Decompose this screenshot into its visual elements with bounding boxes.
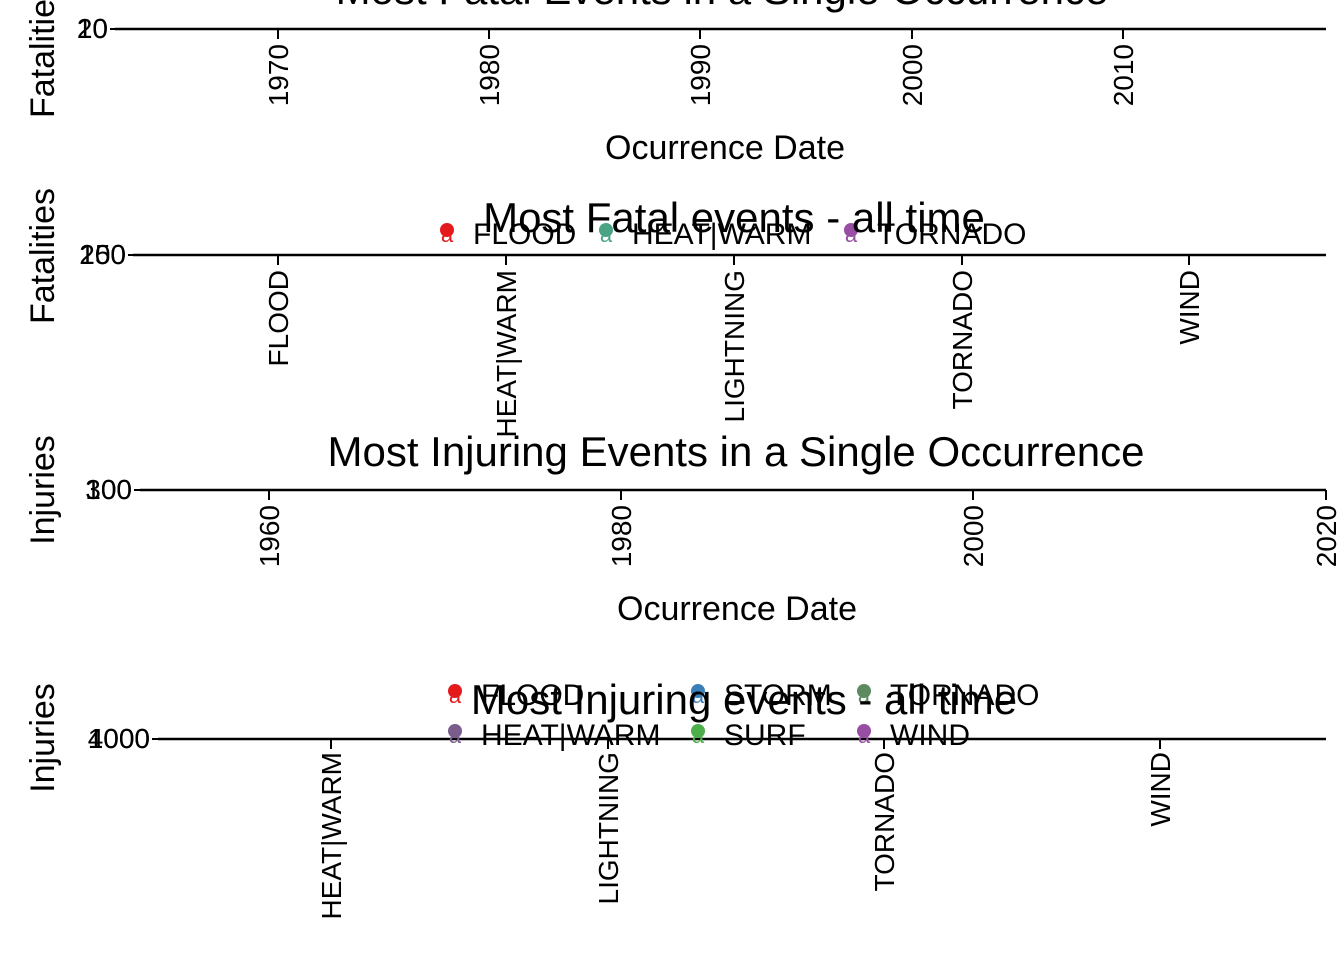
x-axis-label: Ocurrence Date — [605, 129, 845, 167]
y-tick-label: 250 — [79, 239, 126, 270]
x-tick-label: 1990 — [685, 44, 716, 106]
legend-label: STORM — [724, 679, 832, 712]
y-axis-label: Injuries — [24, 683, 62, 793]
legend-label: FLOOD — [473, 218, 576, 251]
legend-marker — [691, 724, 705, 738]
legend-key-glyph: a — [858, 683, 871, 708]
legend-marker — [844, 223, 858, 237]
legend-key-glyph: a — [858, 723, 871, 748]
y-axis-label: Fatalities — [24, 0, 62, 118]
legend-key-glyph: a — [845, 222, 858, 247]
y-tick-label: 100 — [79, 239, 126, 270]
legend-label: TORNADO — [890, 679, 1039, 712]
chart-title: Most Injuring Events in a Single Occurre… — [327, 428, 1144, 475]
x-tick-label: 1970 — [263, 44, 294, 106]
legend-key-glyph: a — [441, 222, 454, 247]
legend-key-glyph: a — [692, 683, 705, 708]
legend-label: HEAT|WARM — [481, 719, 660, 752]
x-tick-label: 1960 — [254, 505, 285, 567]
legend-marker — [448, 724, 462, 738]
x-tick-label: TORNADO — [869, 752, 900, 892]
legend-key-glyph: a — [449, 723, 462, 748]
y-tick-label: 10 — [77, 13, 108, 44]
x-tick-label: WIND — [1145, 752, 1176, 827]
x-tick-label: TORNADO — [947, 270, 978, 410]
y-tick-label: 1000 — [88, 723, 150, 754]
chart-title: Most Fatal events - all time — [483, 194, 985, 241]
y-axis-label: Injuries — [24, 435, 62, 545]
x-tick-label: LIGHTNING — [593, 752, 624, 904]
x-tick-label: LIGHTNING — [719, 270, 750, 422]
x-tick-label: HEAT|WARM — [316, 752, 347, 919]
legend-marker — [691, 684, 705, 698]
x-tick-label: 2020 — [1311, 505, 1342, 567]
legend-label: FLOOD — [481, 679, 584, 712]
legend-marker — [857, 724, 871, 738]
x-tick-label: 2000 — [958, 505, 989, 567]
x-tick-label: 1980 — [474, 44, 505, 106]
legend-marker — [440, 223, 454, 237]
legend-marker — [857, 684, 871, 698]
legend-label: TORNADO — [877, 218, 1026, 251]
legend-label: WIND — [890, 719, 970, 752]
legend-label: HEAT|WARM — [632, 218, 811, 251]
y-tick-label: 300 — [85, 474, 132, 505]
y-tick-label: 4000 — [88, 723, 150, 754]
x-tick-label: 1980 — [606, 505, 637, 567]
x-tick-label: FLOOD — [263, 270, 294, 366]
chart-title: Most Injuring events - all time — [471, 676, 1017, 723]
y-axis-label: Fatalities — [24, 188, 62, 324]
legend-key-glyph: a — [449, 683, 462, 708]
y-tick-label: 20 — [77, 13, 108, 44]
chart-title: Most Fatal Events in a Single Occurrence — [336, 0, 1109, 13]
x-tick-label: WIND — [1174, 270, 1205, 345]
x-tick-label: 2000 — [897, 44, 928, 106]
legend-label: SURF — [724, 719, 806, 752]
legend-marker — [599, 223, 613, 237]
x-tick-label: 2010 — [1108, 44, 1139, 106]
legend-key-glyph: a — [692, 723, 705, 748]
legend-key-glyph: a — [600, 222, 613, 247]
x-axis-label: Ocurrence Date — [617, 590, 857, 628]
x-tick-label: HEAT|WARM — [491, 270, 522, 437]
legend-marker — [448, 684, 462, 698]
y-tick-label: 100 — [85, 474, 132, 505]
